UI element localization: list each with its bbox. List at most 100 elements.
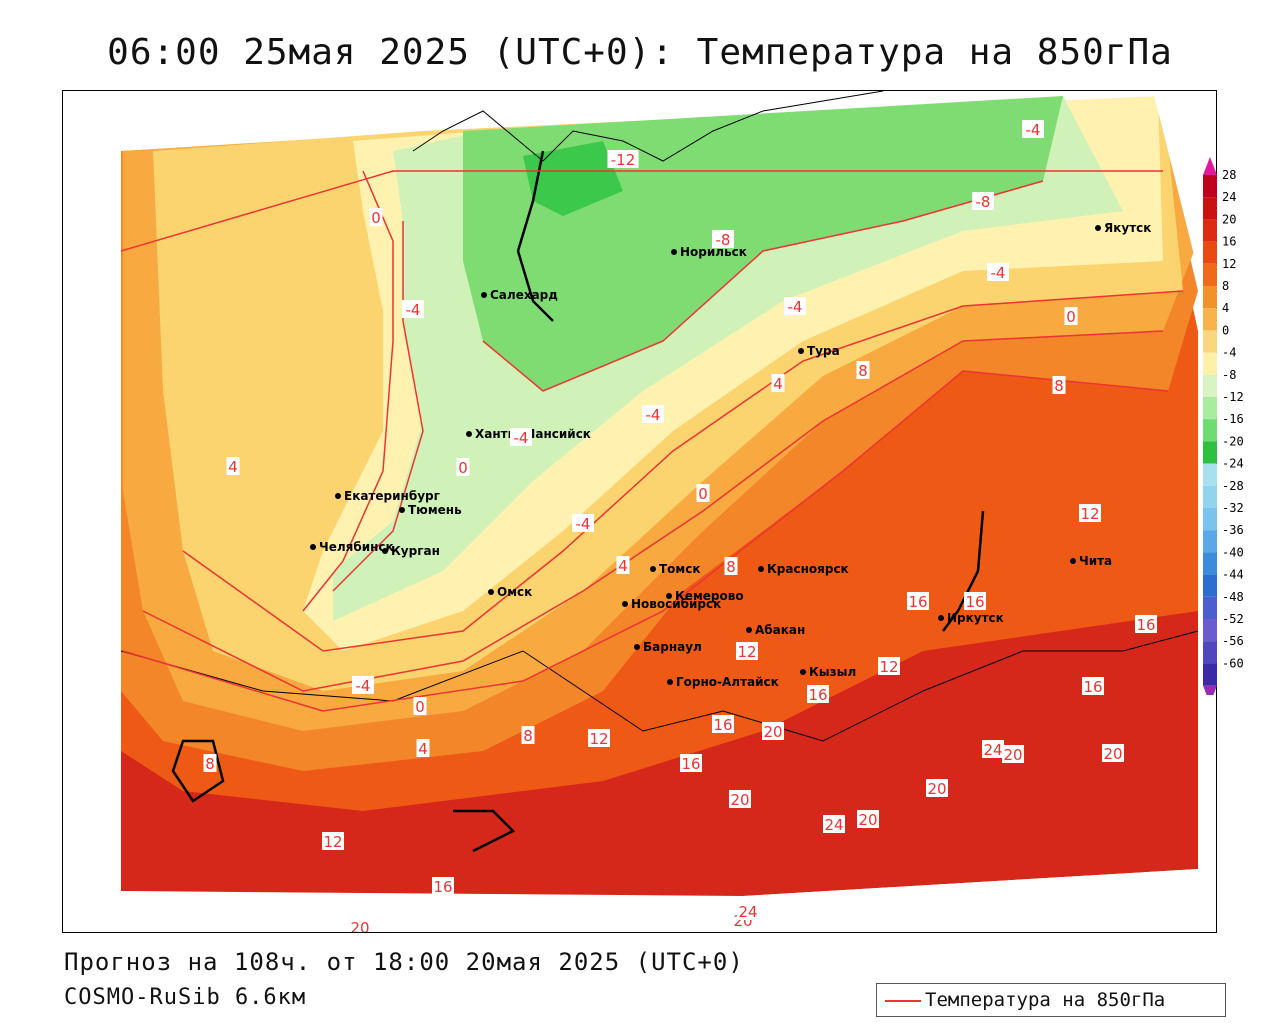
colorbar-tick-label: 12 <box>1222 257 1236 271</box>
city-label: Кемерово <box>675 589 744 603</box>
isotherm-label: 24 <box>823 815 845 834</box>
isotherm-label-text: -4 <box>576 515 591 533</box>
white-left-strip <box>63 91 121 932</box>
isotherm-12 <box>122 370 1169 712</box>
isotherm-label-text: 12 <box>323 833 342 851</box>
isotherm-label-bg <box>416 739 430 757</box>
isotherm-8 <box>142 330 1164 692</box>
isotherm-label-text: 16 <box>433 878 452 896</box>
isotherm-label-bg <box>1022 120 1044 138</box>
isotherm-label-bg <box>857 810 879 828</box>
colorbar-swatch <box>1203 619 1217 642</box>
isotherm-label-bg <box>1135 615 1157 633</box>
isotherm-label-text: 8 <box>205 755 215 773</box>
city-marker: Тура <box>798 344 840 358</box>
colorbar-swatch <box>1203 330 1217 353</box>
colorbar-tick-label: 8 <box>1222 279 1229 293</box>
isotherm-label: 24 <box>982 740 1004 759</box>
colorbar-tick-label: 4 <box>1222 301 1229 315</box>
colorbar-swatch <box>1203 552 1217 575</box>
colorbar-swatch <box>1203 219 1217 242</box>
isotherm-label: -12 <box>607 150 639 169</box>
isotherm-label-text: -4 <box>356 677 371 695</box>
city-dot <box>758 566 764 572</box>
colorbar-swatch <box>1203 663 1217 686</box>
isotherm-label-text: 24 <box>824 816 843 834</box>
isotherm-label: 4 <box>771 374 785 393</box>
isotherm-label-bg <box>878 657 900 675</box>
isotherm-label: 0 <box>1064 307 1078 326</box>
city-label: Норильск <box>680 245 747 259</box>
isotherm-label: 24 <box>737 902 759 921</box>
isotherm-label-bg <box>456 458 470 476</box>
city-label: Новосибирск <box>631 597 721 611</box>
colorbar-swatch <box>1203 263 1217 286</box>
isotherm-label-bg <box>964 592 986 610</box>
isotherm-label-text: -4 <box>991 264 1006 282</box>
isotherm-label-text: 24 <box>983 741 1002 759</box>
page-title: 06:00 25мая 2025 (UTC+0): Температура на… <box>107 32 1173 73</box>
isotherm-label-text: 16 <box>1083 678 1102 696</box>
colorbar-swatch <box>1203 374 1217 397</box>
isotherm-label-text: 8 <box>858 362 868 380</box>
city-dot <box>634 644 640 650</box>
isotherm-label: 20 <box>729 790 751 809</box>
isotherm-minus4 <box>332 221 424 592</box>
colorbar-swatch <box>1203 574 1217 597</box>
city-label: Иркутск <box>947 611 1004 625</box>
isotherm-label-bg <box>369 208 383 226</box>
temperature-map[interactable]: Салехард Норильск Якутск Тура Ханты-Мансийск… <box>62 90 1217 933</box>
city-dot <box>798 348 804 354</box>
isotherm-label: 20 <box>1002 745 1024 764</box>
isotherm-label-bg <box>737 902 759 920</box>
isotherm-label-text: 0 <box>415 698 425 716</box>
isotherm-label-text: 8 <box>1054 377 1064 395</box>
isotherm-label: 8 <box>724 557 738 576</box>
isotherm-label: 8 <box>203 754 217 773</box>
colorbar-tick-label: 16 <box>1222 235 1236 249</box>
colorbar-swatch <box>1203 485 1217 508</box>
colorbar-tick-label: -52 <box>1222 612 1244 626</box>
white-corner-tr <box>1153 91 1216 932</box>
isotherm-label-bg <box>696 484 710 502</box>
isotherm-label-text: 0 <box>1066 308 1076 326</box>
isotherm-label-bg <box>352 676 374 694</box>
city-marker: Барнаул <box>634 640 702 654</box>
city-marker: Горно-Алтайск <box>667 675 779 689</box>
isotherm-label: 20 <box>762 722 784 741</box>
isotherm-label-text: 12 <box>589 730 608 748</box>
isotherm-label-text: 16 <box>681 755 700 773</box>
isotherm-label: 20 <box>857 810 879 829</box>
isotherm-label: 16 <box>1135 615 1157 634</box>
colorbar-swatch <box>1203 596 1217 619</box>
isotherm-label-text: 16 <box>965 593 984 611</box>
city-dot <box>1095 225 1101 231</box>
isotherm-label-text: -4 <box>646 406 661 424</box>
baikal-lake <box>942 510 985 632</box>
isotherm-label: 16 <box>432 877 454 896</box>
isotherm-label-text: 16 <box>713 716 732 734</box>
city-label: Екатеринбург <box>344 489 440 503</box>
isotherm-label: -4 <box>352 676 374 695</box>
colorbar-swatch <box>1203 463 1217 486</box>
isotherm-label-bg <box>642 405 664 423</box>
balkhash-lake <box>453 809 516 853</box>
city-marker: Норильск <box>671 245 747 259</box>
isotherm-label: 16 <box>907 592 929 611</box>
isotherm-label-bg <box>926 779 948 797</box>
isotherm-label-bg <box>588 729 610 747</box>
isotherm-label-bg <box>226 457 240 475</box>
yamal-peninsula <box>516 150 554 322</box>
isotherm-label: 16 <box>964 592 986 611</box>
isotherm-label-bg <box>807 685 829 703</box>
colorbar-tick-label: -20 <box>1222 434 1244 448</box>
colorbar-swatch <box>1203 441 1217 464</box>
isotherm-label-text: -12 <box>611 151 636 169</box>
isotherm-label: 0 <box>696 484 710 503</box>
isotherm-label-bg <box>1064 307 1078 325</box>
white-bottom-band <box>121 869 1216 932</box>
colorbar-swatch <box>1203 197 1217 220</box>
isotherm-label-text: 12 <box>737 643 756 661</box>
city-dot <box>800 669 806 675</box>
legend-line-swatch <box>885 1000 921 1002</box>
